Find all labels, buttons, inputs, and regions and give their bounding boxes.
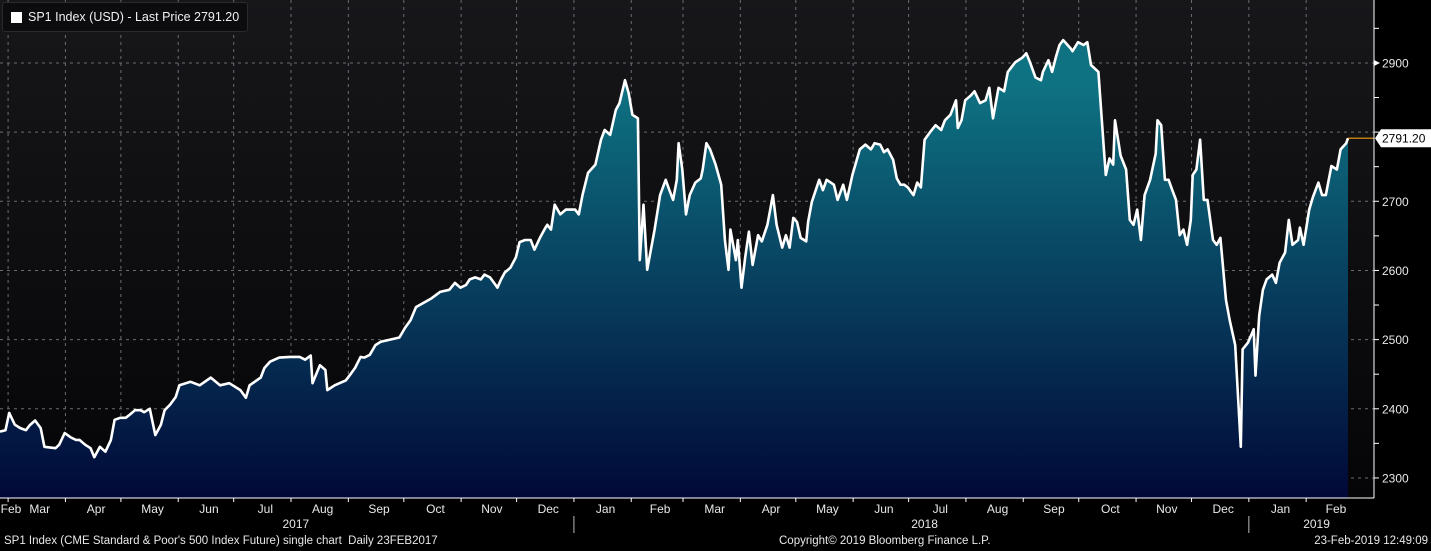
- x-year-label: 2019: [1303, 517, 1330, 531]
- x-month-label: Feb: [1326, 502, 1347, 516]
- x-month-label: Jun: [874, 502, 893, 516]
- x-month-label: May: [141, 502, 164, 516]
- x-month-label: Jun: [199, 502, 218, 516]
- chart-legend[interactable]: SP1 Index (USD) - Last Price 2791.20: [2, 2, 249, 32]
- last-price-tag-box: [1375, 129, 1431, 148]
- price-line: [0, 38, 1350, 459]
- footer-timestamp: 23-Feb-2019 12:49:09: [1314, 535, 1428, 547]
- x-month-label: Jan: [596, 502, 615, 516]
- last-price-tag-label: 2791.20: [1382, 132, 1426, 146]
- x-month-label: Oct: [1101, 502, 1120, 516]
- y-tick-label: 2300: [1382, 471, 1409, 485]
- y-tick-label: 2500: [1382, 333, 1409, 347]
- x-month-label: Feb: [650, 502, 671, 516]
- y-axis-pointer-icon: [1374, 59, 1380, 66]
- x-month-label: Sep: [368, 502, 390, 516]
- legend-swatch: [11, 11, 22, 23]
- x-month-label: Jul: [258, 502, 273, 516]
- x-month-label: Apr: [87, 502, 106, 516]
- x-year-label: 2018: [911, 517, 938, 531]
- y-tick-label: 2600: [1382, 264, 1409, 278]
- x-month-label: Mar: [704, 502, 725, 516]
- y-axis: 2300 2400 2500 2600 2700 2900: [1374, 27, 1409, 485]
- x-year-label: 2017: [283, 517, 310, 531]
- footer-description: SP1 Index (CME Standard & Poor's 500 Ind…: [4, 535, 438, 547]
- x-month-label: Dec: [538, 502, 559, 516]
- y-tick-label: 2900: [1382, 56, 1409, 70]
- x-month-label: Jan: [1271, 502, 1290, 516]
- x-month-label: Mar: [29, 502, 50, 516]
- x-month-label: Apr: [762, 502, 781, 516]
- x-month-label: Nov: [1156, 502, 1177, 516]
- footer-copyright: Copyright© 2019 Bloomberg Finance L.P.: [779, 535, 991, 547]
- x-month-label: Aug: [987, 502, 1008, 516]
- y-tick-label: 2400: [1382, 402, 1409, 416]
- legend-label: SP1 Index (USD) - Last Price 2791.20: [28, 10, 240, 24]
- x-axis: Feb Mar Apr May Jun Jul Aug Sep Oct Nov Dec Jan Feb M…: [1, 498, 1347, 533]
- x-month-label: Sep: [1043, 502, 1065, 516]
- price-area-fill: [0, 40, 1348, 498]
- x-month-label: Dec: [1213, 502, 1234, 516]
- x-month-label: Aug: [312, 502, 333, 516]
- x-month-label: Oct: [426, 502, 445, 516]
- y-tick-label: 2700: [1382, 195, 1409, 209]
- x-month-label: May: [816, 502, 839, 516]
- x-month-label: Jul: [933, 502, 948, 516]
- x-month-label: Nov: [481, 502, 502, 516]
- last-price-tag: 2791.20: [1375, 129, 1431, 148]
- x-month-label: Feb: [1, 502, 22, 516]
